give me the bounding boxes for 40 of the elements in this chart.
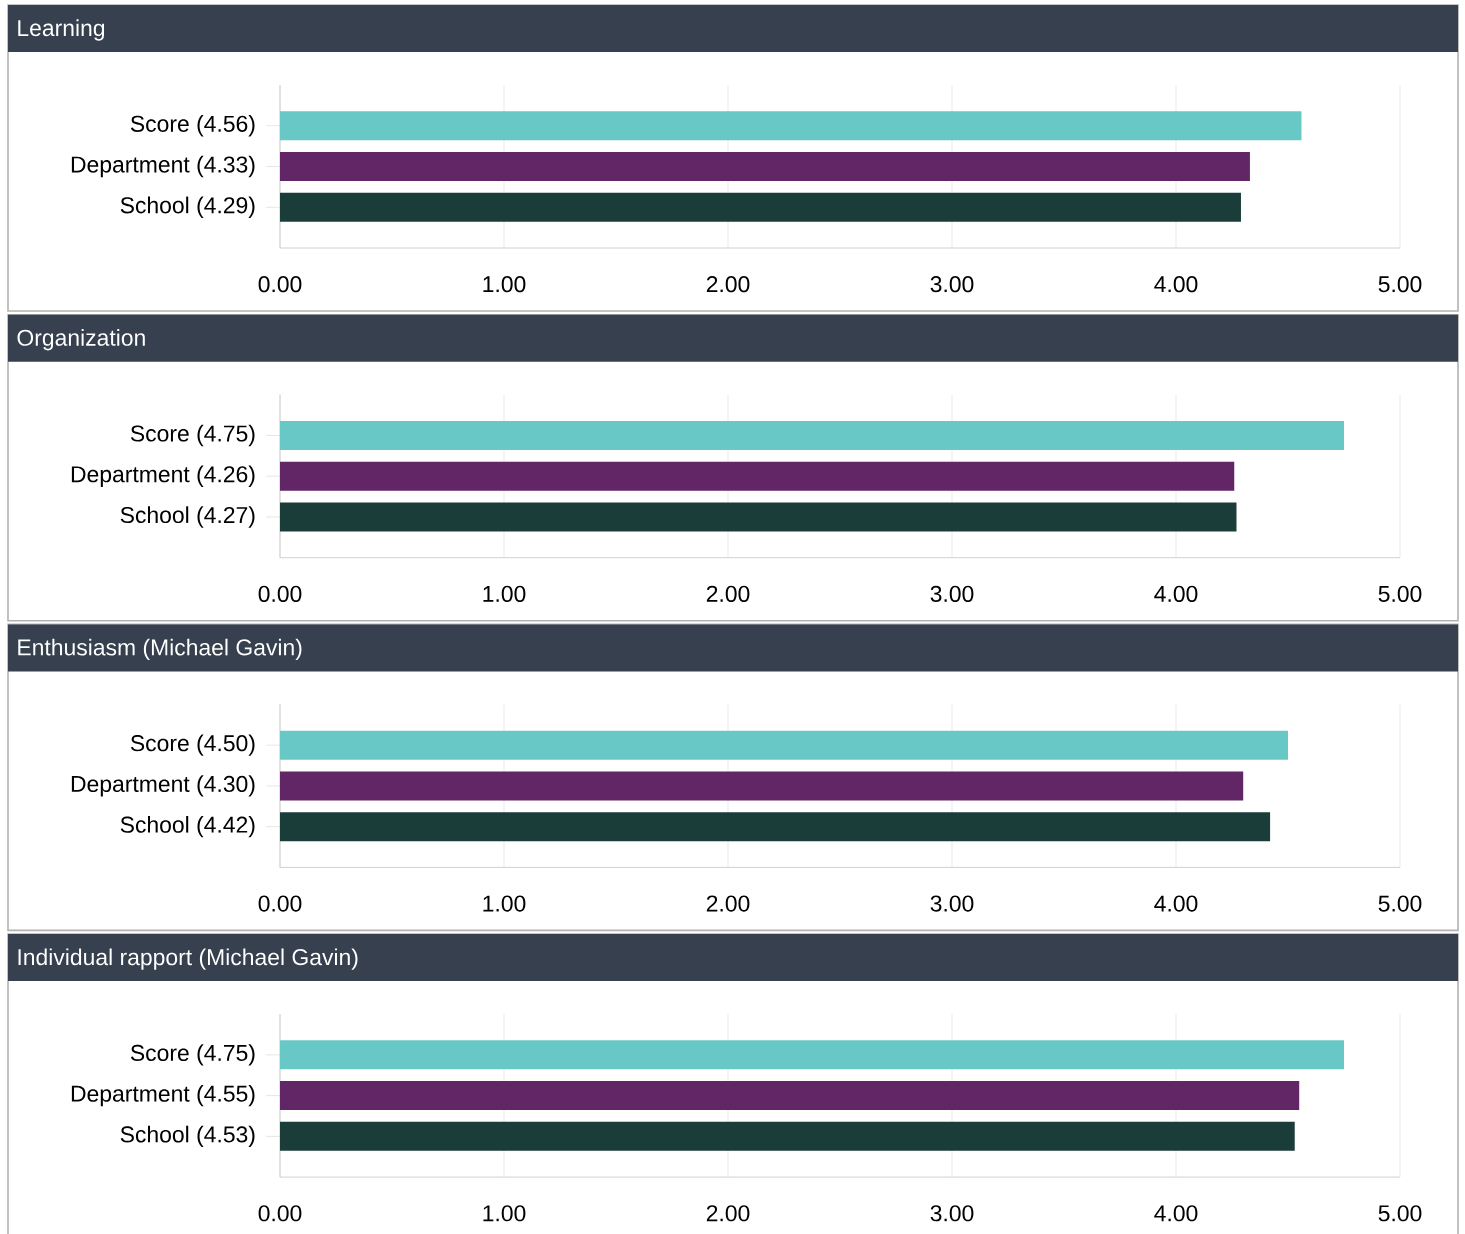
y-tick-label: Score (4.75) [130, 424, 255, 447]
x-tick-label: 1.00 [483, 585, 526, 602]
x-tick-label: 4.00 [1154, 1205, 1198, 1222]
x-tick-label: 3.00 [930, 1205, 974, 1222]
x-tick-label: 1.00 [483, 895, 526, 912]
x-tick-label: 2.00 [706, 585, 750, 602]
y-tick-label: Department (4.30) [71, 775, 255, 797]
y-tick-label: Department (4.55) [71, 1084, 255, 1107]
x-tick-label: 0.00 [258, 276, 302, 293]
chart-title: Individual rapport (Michael Gavin) [18, 948, 358, 970]
x-tick-label: 4.00 [1154, 276, 1198, 293]
y-tick-label: School (4.42) [120, 816, 255, 838]
y-tick-label: School (4.53) [120, 1125, 255, 1148]
x-tick-label: 4.00 [1154, 585, 1198, 602]
y-tick-label: Score (4.56) [130, 115, 255, 137]
x-tick-label: 5.00 [1378, 1205, 1422, 1222]
x-tick-label: 0.00 [258, 895, 302, 912]
y-tick-label: School (4.27) [120, 506, 255, 528]
y-tick-label: School (4.29) [120, 196, 255, 218]
y-tick-label: Score (4.50) [130, 734, 255, 756]
x-tick-label: 5.00 [1378, 585, 1422, 602]
x-tick-label: 2.00 [706, 895, 750, 912]
x-tick-label: 3.00 [930, 276, 974, 293]
x-tick-label: 3.00 [930, 585, 974, 602]
x-tick-label: 0.00 [258, 585, 302, 602]
x-tick-label: 5.00 [1378, 276, 1422, 293]
x-tick-label: 3.00 [930, 895, 974, 912]
text: Learning [18, 19, 105, 41]
text: Organization [17, 329, 145, 351]
y-tick-label: Department (4.26) [71, 465, 255, 487]
y-tick-label: Department (4.33) [71, 155, 255, 178]
x-tick-label: 2.00 [706, 1205, 750, 1222]
x-tick-label: 5.00 [1378, 895, 1422, 912]
x-tick-label: 0.00 [258, 1205, 302, 1222]
x-tick-label: 1.00 [483, 276, 526, 293]
x-tick-label: 1.00 [483, 1205, 526, 1222]
y-tick-label: Score (4.75) [130, 1044, 255, 1066]
x-tick-label: 2.00 [706, 276, 750, 293]
x-tick-label: 4.00 [1154, 895, 1198, 912]
chart-title: Enthusiasm (Michael Gavin) [18, 638, 302, 661]
